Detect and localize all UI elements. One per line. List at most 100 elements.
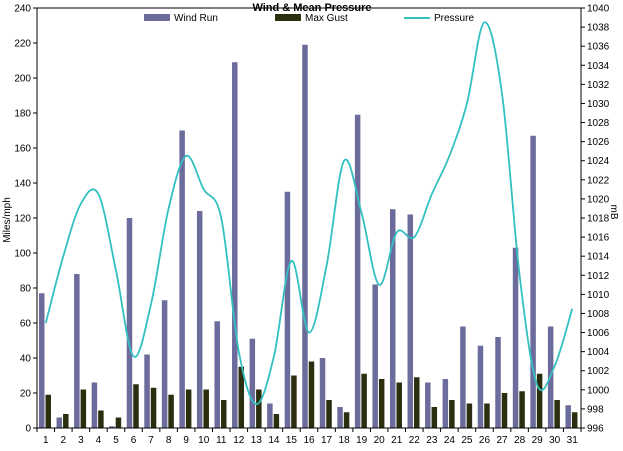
wind-run-bar-31 — [565, 405, 571, 428]
x-axis: 1 2 3 4 5 6 7 8 9 10 11 12 13 14 15 16 17 18 19 20 21 22 23 24 2… — [36, 428, 582, 446]
right-tick-label: 1008 — [587, 309, 610, 320]
x-tick-label: 11 — [216, 435, 227, 446]
left-tick-label: 140 — [14, 179, 31, 190]
max-gust-bar-17 — [326, 400, 332, 428]
wind-run-bar-9 — [179, 130, 185, 428]
x-tick-label: 25 — [461, 435, 473, 446]
left-tick-label: 60 — [20, 319, 32, 330]
right-tick-label: 1018 — [587, 214, 610, 225]
left-tick-label: 100 — [14, 249, 31, 260]
right-tick-label: 1012 — [587, 271, 610, 282]
x-tick-label: 16 — [303, 435, 315, 446]
legend-label-max-gust: Max Gust — [305, 13, 348, 24]
wind-run-bar-4 — [91, 382, 98, 428]
right-tick-label: 998 — [587, 404, 604, 415]
left-tick-label: 40 — [20, 354, 32, 365]
right-tick-label: 1010 — [587, 290, 610, 301]
wind-run-bar-7 — [144, 354, 150, 428]
wind-run-bar-27 — [495, 337, 501, 428]
max-gust-bar-5 — [115, 417, 122, 428]
wind-run-bar-19 — [354, 114, 361, 428]
max-gust-bar-2 — [63, 414, 69, 428]
left-tick-label: 160 — [14, 144, 31, 155]
right-tick-label: 1006 — [587, 328, 610, 339]
right-tick-label: 1000 — [587, 385, 610, 396]
x-tick-label: 1 — [43, 435, 49, 446]
wind-run-bar-10 — [196, 211, 203, 428]
right-tick-label: 1040 — [587, 4, 610, 15]
max-gust-bar-6 — [133, 384, 139, 428]
x-tick-label: 6 — [131, 435, 137, 446]
x-tick-label: 29 — [532, 435, 544, 446]
max-gust-bar-7 — [150, 387, 157, 428]
right-tick-label: 1032 — [587, 80, 610, 91]
x-tick-label: 19 — [356, 435, 368, 446]
x-tick-label: 24 — [444, 435, 456, 446]
right-tick-label: 1002 — [587, 366, 610, 377]
legend-swatch-wind-run — [144, 14, 170, 21]
x-tick-label: 27 — [496, 435, 508, 446]
max-gust-bar-13 — [256, 389, 262, 428]
left-tick-label: 220 — [14, 39, 31, 50]
wind-run-bar-25 — [460, 326, 466, 428]
wind-run-bar-8 — [161, 300, 168, 428]
right-tick-label: 1038 — [587, 23, 610, 34]
max-gust-bar-4 — [98, 410, 104, 428]
max-gust-bar-12 — [238, 366, 245, 428]
max-gust-bar-26 — [484, 403, 490, 428]
wind-run-bar-17 — [319, 358, 326, 428]
max-gust-bar-15 — [291, 375, 297, 428]
max-gust-bar-23 — [431, 407, 438, 428]
max-gust-bar-20 — [378, 379, 385, 428]
wind-run-bar-1 — [39, 293, 45, 428]
wind-run-bar-24 — [442, 379, 449, 428]
wind-run-bar-5 — [109, 426, 115, 428]
wind-run-bar-11 — [214, 321, 220, 428]
left-tick-label: 0 — [25, 424, 31, 435]
right-tick-label: 1030 — [587, 99, 610, 110]
wind-run-bar-18 — [337, 407, 343, 428]
x-tick-label: 31 — [567, 435, 579, 446]
x-tick-label: 13 — [251, 435, 263, 446]
right-tick-label: 1016 — [587, 233, 610, 244]
x-tick-label: 12 — [233, 435, 245, 446]
left-tick-label: 200 — [14, 74, 31, 85]
max-gust-bar-25 — [466, 403, 473, 428]
legend-label-pressure: Pressure — [434, 13, 474, 24]
max-gust-bar-30 — [554, 400, 560, 428]
max-gust-bar-9 — [185, 389, 192, 428]
legend-swatch-max-gust — [275, 14, 301, 21]
bars-layer — [39, 44, 578, 428]
x-tick-label: 21 — [391, 435, 403, 446]
wind-run-bar-2 — [56, 417, 63, 428]
right-tick-label: 1034 — [587, 61, 610, 72]
max-gust-bar-11 — [220, 400, 227, 428]
x-tick-label: 22 — [409, 435, 421, 446]
right-tick-label: 1004 — [587, 347, 610, 358]
x-tick-label: 18 — [339, 435, 351, 446]
wind-run-bar-22 — [407, 214, 414, 428]
max-gust-bar-10 — [203, 389, 209, 428]
x-tick-label: 17 — [321, 435, 333, 446]
wind-run-bar-29 — [530, 135, 536, 428]
max-gust-bar-24 — [449, 400, 455, 428]
legend: Wind Run Max Gust Pressure — [144, 13, 474, 24]
x-tick-label: 3 — [78, 435, 84, 446]
right-tick-label: 1028 — [587, 118, 610, 129]
wind-run-bar-14 — [267, 403, 273, 428]
wind-run-bar-21 — [389, 209, 396, 428]
max-gust-bar-18 — [343, 412, 350, 428]
right-tick-label: 996 — [587, 424, 604, 435]
max-gust-bar-21 — [396, 382, 402, 428]
left-axis: 0 20 40 60 80 100 120 140 160 180 200 220 240 — [14, 4, 37, 435]
max-gust-bar-8 — [168, 394, 174, 428]
wind-run-bar-20 — [372, 284, 378, 428]
wind-run-bar-26 — [477, 345, 484, 428]
wind-run-bar-6 — [126, 218, 133, 428]
x-tick-label: 26 — [479, 435, 491, 446]
max-gust-bar-19 — [361, 373, 367, 428]
right-tick-label: 1026 — [587, 137, 610, 148]
x-tick-label: 10 — [198, 435, 210, 446]
x-tick-label: 15 — [286, 435, 298, 446]
left-tick-label: 180 — [14, 109, 31, 120]
